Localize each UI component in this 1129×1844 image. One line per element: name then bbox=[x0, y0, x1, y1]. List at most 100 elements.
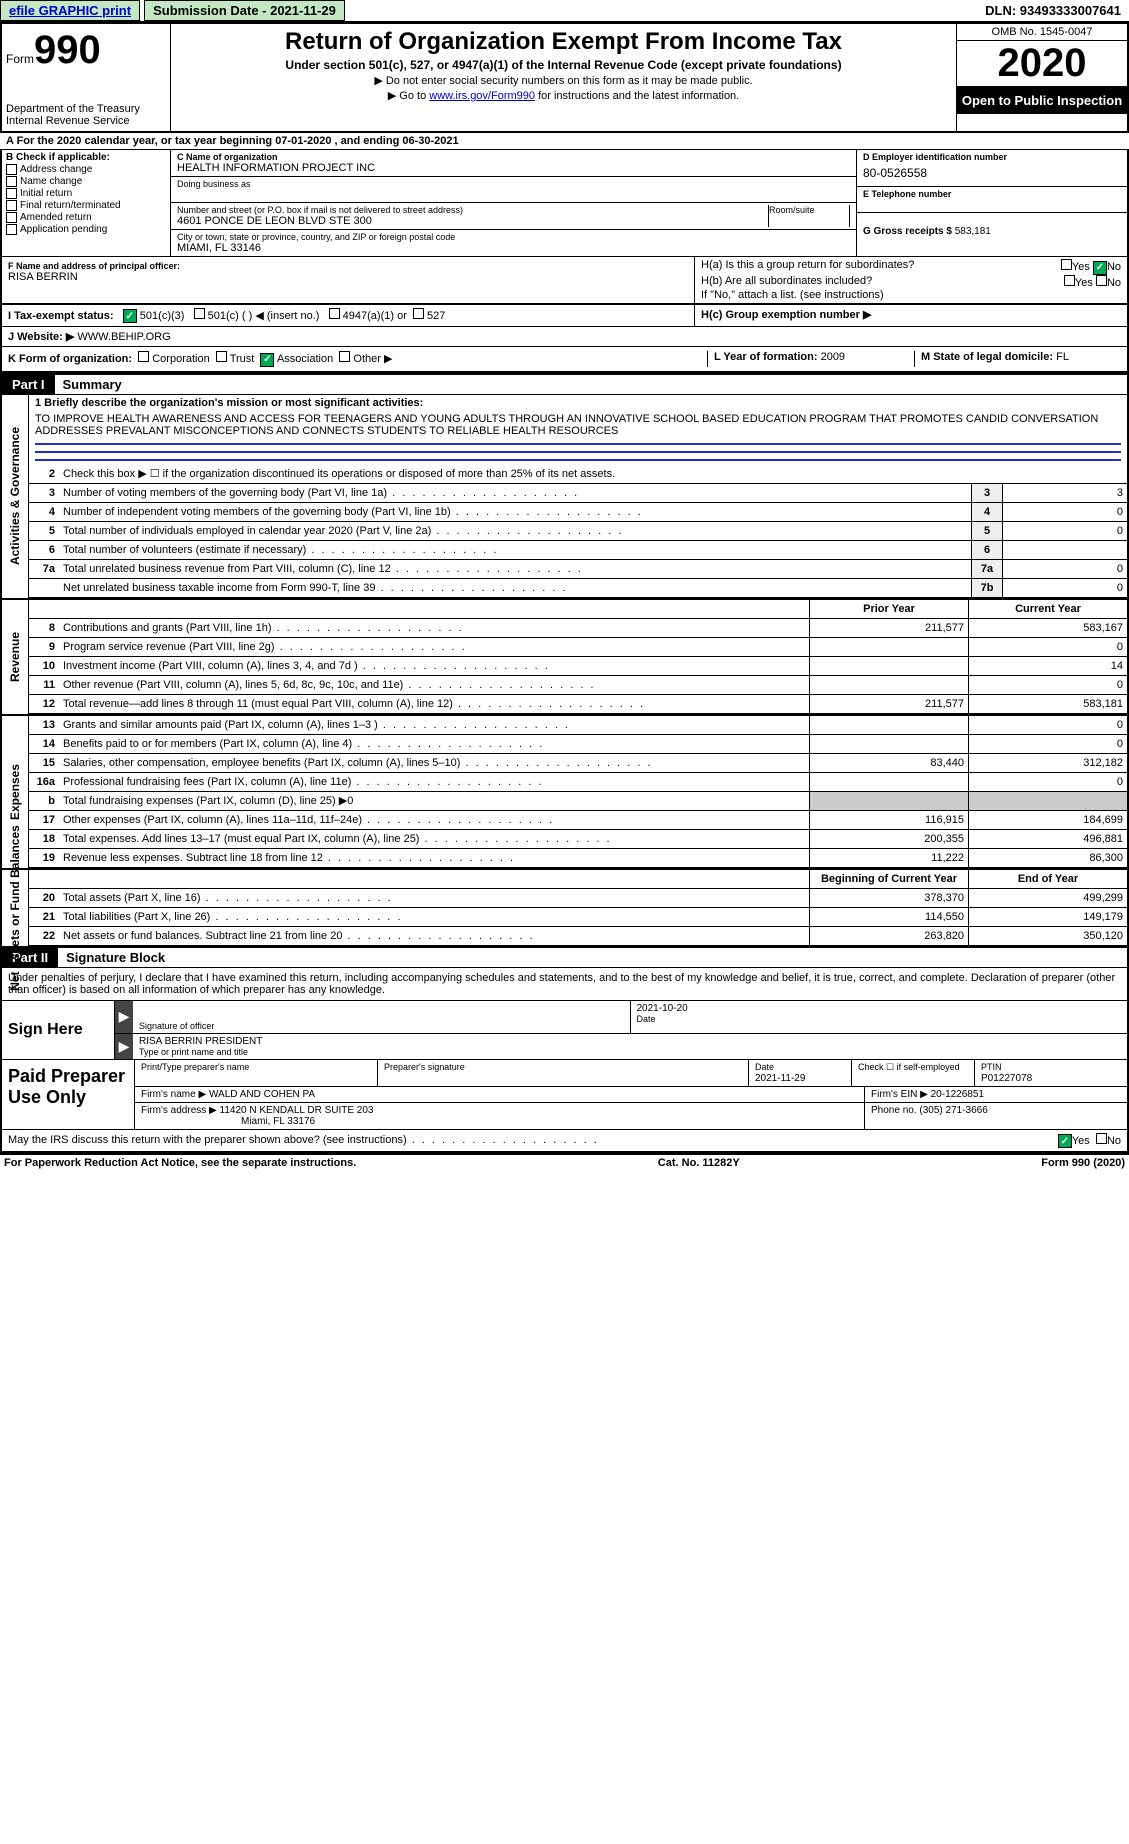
cb-initial-return[interactable]: Initial return bbox=[6, 188, 166, 199]
line-num: 19 bbox=[29, 852, 59, 864]
cb-501c3[interactable]: ✓ bbox=[123, 309, 137, 323]
cb-assoc[interactable]: ✓ bbox=[260, 353, 274, 367]
line-num: 7a bbox=[29, 563, 59, 575]
website-url: WWW.BEHIP.ORG bbox=[77, 331, 170, 343]
prior-value bbox=[809, 792, 968, 810]
opt-other: Other ▶ bbox=[353, 353, 392, 365]
note2-pre: ▶ Go to bbox=[388, 90, 429, 102]
blue-rule bbox=[35, 441, 1121, 445]
hb-no-box[interactable] bbox=[1096, 275, 1107, 286]
ha-no-box[interactable]: ✓ bbox=[1093, 261, 1107, 275]
column-deg: D Employer identification number 80-0526… bbox=[856, 150, 1127, 256]
line-box: 5 bbox=[971, 522, 1003, 540]
tax-year: 2020 bbox=[957, 41, 1127, 87]
column-c: C Name of organization HEALTH INFORMATIO… bbox=[171, 150, 856, 256]
paid-preparer-label: Paid Preparer Use Only bbox=[2, 1060, 134, 1129]
table-row: 17Other expenses (Part IX, column (A), l… bbox=[29, 811, 1127, 830]
current-value: 0 bbox=[968, 716, 1127, 734]
part2-title: Signature Block bbox=[58, 948, 173, 967]
dept-irs: Internal Revenue Service bbox=[6, 115, 166, 127]
part1-header-row: Part I Summary bbox=[0, 373, 1129, 395]
opt-assoc: Association bbox=[277, 353, 333, 365]
prior-value: 11,222 bbox=[809, 849, 968, 867]
phone-label-e: E Telephone number bbox=[863, 189, 951, 199]
firm-addr2: Miami, FL 33176 bbox=[241, 1116, 315, 1127]
org-name-label: C Name of organization bbox=[177, 152, 278, 162]
note-ssn: ▶ Do not enter social security numbers o… bbox=[179, 74, 948, 87]
cb-name-change[interactable]: Name change bbox=[6, 176, 166, 187]
side-net-assets: Net Assets or Fund Balances bbox=[2, 870, 29, 946]
arrow-icon: ▶ bbox=[115, 1034, 133, 1059]
city-state-zip: Miami, FL 33146 bbox=[177, 242, 850, 254]
efile-print-link[interactable]: efile GRAPHIC print bbox=[0, 0, 140, 21]
current-value: 0 bbox=[968, 735, 1127, 753]
line-num: 16a bbox=[29, 776, 59, 788]
cb-other[interactable] bbox=[339, 351, 350, 362]
dba-cell: Doing business as bbox=[171, 177, 856, 203]
line-desc: Total fundraising expenses (Part IX, col… bbox=[59, 793, 809, 808]
ha-yes-box[interactable] bbox=[1061, 259, 1072, 270]
cb-app-pending[interactable]: Application pending bbox=[6, 224, 166, 235]
addr-label: Number and street (or P.O. box if mail i… bbox=[177, 205, 768, 215]
cb-527[interactable] bbox=[413, 308, 424, 319]
irs-discuss-answer: ✓Yes No bbox=[1058, 1133, 1121, 1149]
current-value: 0 bbox=[968, 638, 1127, 656]
blue-rule bbox=[35, 457, 1121, 461]
discuss-no-box[interactable] bbox=[1096, 1133, 1107, 1144]
line1-label: 1 Briefly describe the organization's mi… bbox=[29, 395, 1127, 411]
header-left: Form990 Department of the Treasury Inter… bbox=[2, 24, 171, 131]
line-num: 8 bbox=[29, 622, 59, 634]
k-label: K Form of organization: bbox=[8, 353, 132, 365]
table-row: 14Benefits paid to or for members (Part … bbox=[29, 735, 1127, 754]
line-desc: Other revenue (Part VIII, column (A), li… bbox=[59, 678, 809, 692]
firm-ein-label: Firm's EIN ▶ bbox=[871, 1089, 928, 1100]
date-label: Date bbox=[637, 1014, 1122, 1024]
cb-final-return[interactable]: Final return/terminated bbox=[6, 200, 166, 211]
line-num: 3 bbox=[29, 487, 59, 499]
prep-date-label: Date bbox=[755, 1062, 774, 1072]
m-label: M State of legal domicile: bbox=[921, 351, 1053, 363]
net-assets-table: Net Assets or Fund Balances Beginning of… bbox=[0, 870, 1129, 948]
cb-address-change[interactable]: Address change bbox=[6, 164, 166, 175]
table-row: 4Number of independent voting members of… bbox=[29, 503, 1127, 522]
prep-date: 2021-11-29 bbox=[755, 1073, 805, 1084]
line-num: 12 bbox=[29, 698, 59, 710]
table-row: 15Salaries, other compensation, employee… bbox=[29, 754, 1127, 773]
prior-value: 114,550 bbox=[809, 908, 968, 926]
firm-ein-cell: Firm's EIN ▶ 20-1226851 bbox=[865, 1087, 1127, 1102]
line-value: 0 bbox=[1003, 579, 1127, 597]
sig-date: 2021-10-20 bbox=[637, 1003, 1122, 1014]
line-box: 3 bbox=[971, 484, 1003, 502]
irs-link[interactable]: www.irs.gov/Form990 bbox=[429, 90, 535, 102]
line-box: 4 bbox=[971, 503, 1003, 521]
hb-yes-box[interactable] bbox=[1064, 275, 1075, 286]
end-year-header: End of Year bbox=[968, 870, 1127, 888]
ha-label: H(a) Is this a group return for subordin… bbox=[701, 259, 914, 275]
cb-corp[interactable] bbox=[138, 351, 149, 362]
table-row: 20Total assets (Part X, line 16)378,3704… bbox=[29, 889, 1127, 908]
line-num: 18 bbox=[29, 833, 59, 845]
cb-501c[interactable] bbox=[194, 308, 205, 319]
discuss-yes-box[interactable]: ✓ bbox=[1058, 1134, 1072, 1148]
line-box: 7a bbox=[971, 560, 1003, 578]
table-row: bTotal fundraising expenses (Part IX, co… bbox=[29, 792, 1127, 811]
prior-year-header: Prior Year bbox=[809, 600, 968, 618]
prep-date-cell: Date 2021-11-29 bbox=[749, 1060, 852, 1086]
cb-amended[interactable]: Amended return bbox=[6, 212, 166, 223]
opt-4947: 4947(a)(1) or bbox=[343, 310, 407, 322]
prior-value: 116,915 bbox=[809, 811, 968, 829]
rev-header: Prior Year Current Year bbox=[29, 600, 1127, 619]
prior-value bbox=[809, 735, 968, 753]
cb-trust[interactable] bbox=[216, 351, 227, 362]
net-header: Beginning of Current Year End of Year bbox=[29, 870, 1127, 889]
addr-row: Number and street (or P.O. box if mail i… bbox=[171, 203, 856, 230]
top-bar: efile GRAPHIC print Submission Date - 20… bbox=[0, 0, 1129, 22]
firm-addr-label: Firm's address ▶ bbox=[141, 1105, 217, 1116]
prior-value bbox=[809, 716, 968, 734]
line-desc: Investment income (Part VIII, column (A)… bbox=[59, 659, 809, 673]
blue-rule bbox=[35, 449, 1121, 453]
side-revenue: Revenue bbox=[2, 600, 29, 714]
firm-addr-cell: Firm's address ▶ 11420 N KENDALL DR SUIT… bbox=[135, 1103, 865, 1129]
b-header: B Check if applicable: bbox=[6, 152, 166, 163]
cb-4947[interactable] bbox=[329, 308, 340, 319]
